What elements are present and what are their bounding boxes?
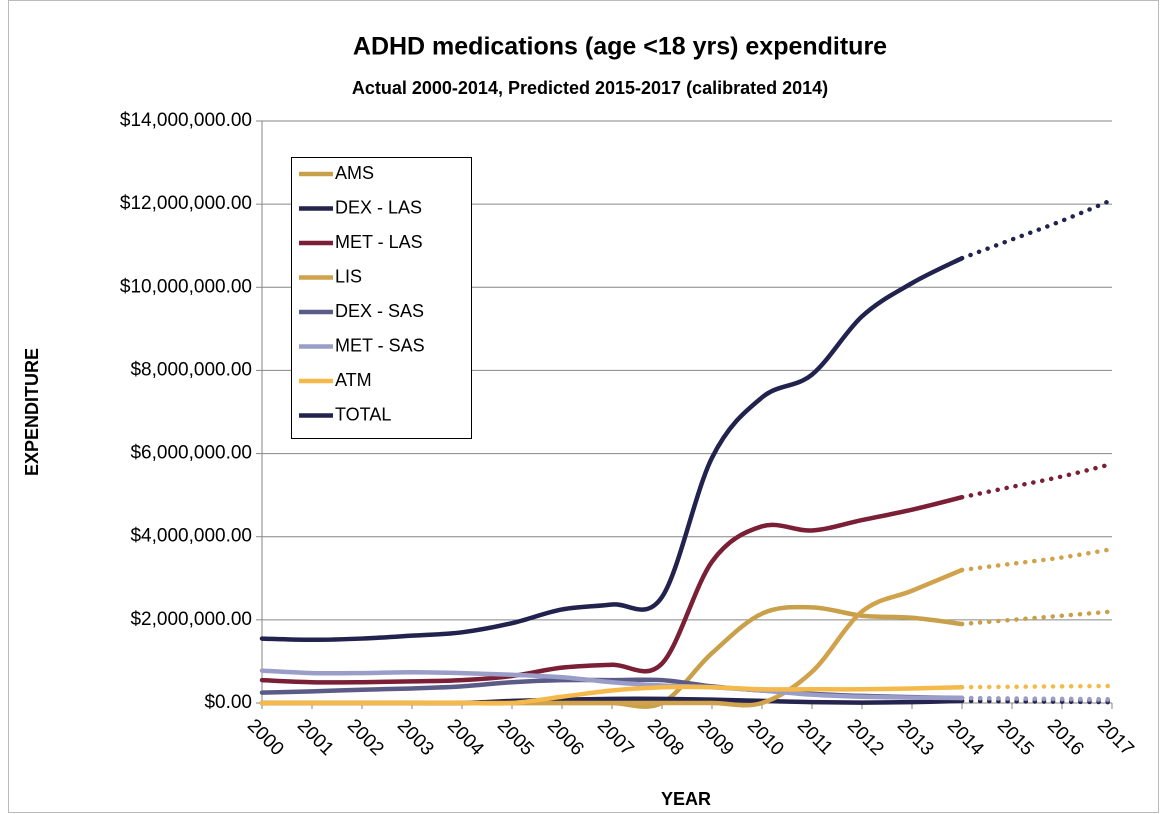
legend-label: MET - LAS [335, 232, 423, 252]
y-tick-label: $6,000,000.00 [130, 443, 252, 464]
y-tick-label: $14,000,000.00 [120, 110, 252, 131]
chart-title: ADHD medications (age <18 yrs) expenditu… [353, 33, 887, 61]
forecast-line [959, 683, 1115, 690]
forecast-line [959, 546, 1115, 573]
y-tick-label: $2,000,000.00 [130, 609, 252, 630]
series-line [259, 255, 965, 643]
y-tick-label: $12,000,000.00 [120, 193, 252, 214]
legend-label: LIS [335, 266, 362, 286]
y-tick-label: $10,000,000.00 [120, 276, 252, 297]
series-line [259, 684, 965, 706]
legend-label: TOTAL [335, 404, 391, 424]
series-line [259, 668, 965, 701]
forecast-line [959, 609, 1115, 627]
legend-label: DEX - LAS [335, 197, 422, 217]
y-tick-label: $4,000,000.00 [130, 526, 252, 547]
legend-box [291, 157, 472, 439]
series-line [259, 494, 965, 685]
legend-label: MET - SAS [335, 335, 425, 355]
y-axis-label: EXPENDITURE [22, 348, 42, 476]
y-tick-label: $0.00 [204, 692, 252, 713]
chart-subtitle: Actual 2000-2014, Predicted 2015-2017 (c… [352, 78, 828, 98]
forecast-line [959, 695, 1115, 702]
legend-label: DEX - SAS [335, 301, 424, 321]
forecast-line [959, 197, 1115, 261]
x-axis-label: YEAR [661, 789, 711, 809]
y-tick-label: $8,000,000.00 [130, 359, 252, 380]
legend-label: AMS [335, 163, 374, 183]
legend-label: ATM [335, 370, 372, 390]
